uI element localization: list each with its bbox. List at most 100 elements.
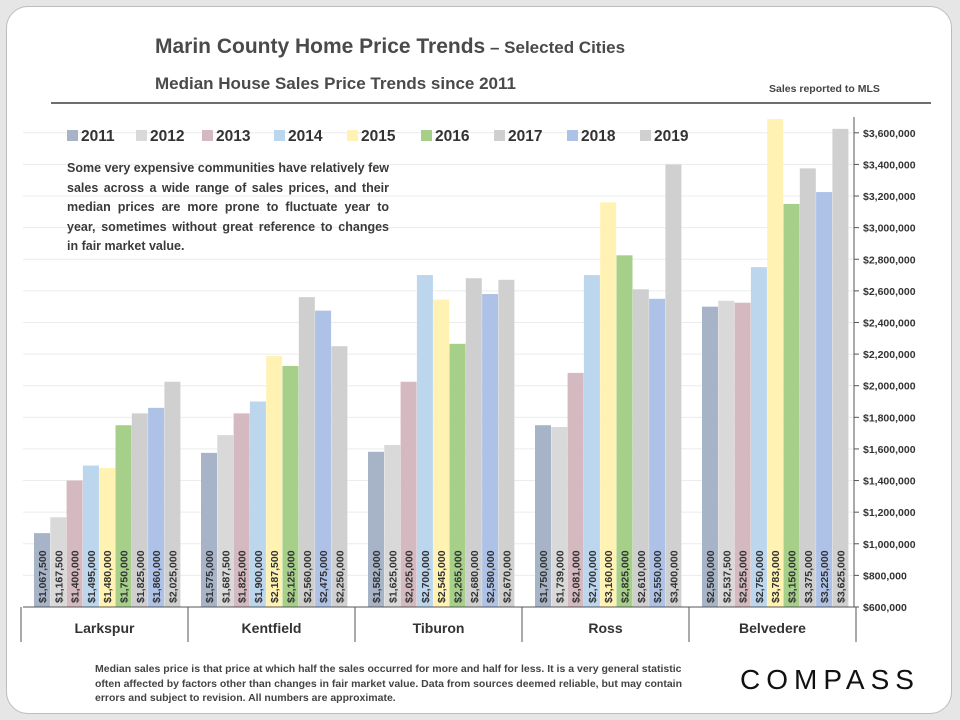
data-label: $2,025,000 [404,550,416,603]
bar [465,278,482,607]
legend-swatch [202,130,213,141]
legend-label: 2017 [508,128,542,145]
bar [535,425,551,607]
bar [583,275,600,607]
bar [66,480,83,607]
bar [282,365,299,607]
bar [600,202,617,607]
bar [164,381,181,607]
data-label: $2,550,000 [652,550,664,603]
bar [131,413,148,607]
data-label: $2,025,000 [167,550,179,603]
y-tick-label: $2,000,000 [863,381,916,393]
bar [115,425,132,607]
category-label: Tiburon [413,620,465,636]
legend-label: 2016 [435,128,470,145]
y-tick-label: $1,400,000 [863,476,916,488]
bar [498,279,515,607]
bar [298,297,315,607]
data-label: $3,783,000 [770,550,782,603]
bar [99,467,116,607]
data-label: $3,160,000 [603,550,615,603]
legend-label: 2013 [216,128,251,145]
data-label: $3,150,000 [787,550,799,603]
header-divider [51,102,931,104]
category-label: Larkspur [75,620,135,636]
bar [799,168,816,607]
bar [783,203,800,607]
bar [734,302,751,607]
data-label: $3,225,000 [819,550,831,603]
category-label: Belvedere [739,620,806,636]
footnote: Median sales price is that price at whic… [95,663,682,704]
bar [433,299,450,607]
bar [233,413,250,607]
data-label: $2,265,000 [453,550,465,603]
bar [665,164,682,607]
data-label: $2,500,000 [705,550,717,603]
chart-annotation: Some very expensive communities have rel… [67,161,389,253]
y-tick-label: $3,400,000 [863,159,916,171]
bar [416,275,433,607]
bar [551,426,568,607]
data-label: $1,480,000 [102,550,114,603]
legend-label: 2018 [581,128,616,145]
bar [767,119,784,607]
y-tick-label: $2,400,000 [863,317,916,329]
data-label: $1,739,000 [554,550,566,603]
y-tick-label: $800,000 [863,570,907,582]
data-label: $1,900,000 [253,550,265,603]
bar [632,289,649,607]
data-label: $1,687,500 [220,550,232,603]
data-label: $1,575,000 [204,550,216,603]
bar [567,372,584,607]
data-label: $2,680,000 [469,550,481,603]
bar [315,310,332,607]
legend-swatch [421,130,432,141]
data-label: $2,125,000 [286,550,298,603]
legend-swatch [274,130,285,141]
data-label: $1,825,000 [237,550,249,603]
data-label: $2,560,000 [302,550,314,603]
bar [832,128,849,607]
bar [148,407,165,607]
source-note: Sales reported to MLS [769,83,880,95]
legend-swatch [347,130,358,141]
legend-swatch [136,130,147,141]
y-tick-label: $3,600,000 [863,128,916,140]
bar [217,435,234,607]
data-label: $1,067,500 [37,550,49,603]
legend-swatch [567,130,578,141]
data-label: $1,167,500 [53,550,65,603]
title-main: Marin County Home Price Trends [155,35,486,58]
data-label: $2,545,000 [436,550,448,603]
legend-swatch [640,130,651,141]
bar [201,452,217,607]
data-label: $2,081,000 [571,550,583,603]
bar [82,465,99,607]
data-label: $2,610,000 [636,550,648,603]
data-label: $1,495,000 [86,550,98,603]
data-label: $3,375,000 [803,550,815,603]
bar [816,192,833,608]
category-label: Kentfield [242,620,302,636]
data-label: $1,625,000 [387,550,399,603]
data-label: $2,537,500 [721,550,733,603]
data-label: $3,400,000 [668,550,680,603]
data-label: $1,400,000 [70,550,82,603]
y-tick-label: $3,200,000 [863,191,916,203]
legend-label: 2011 [81,128,115,145]
data-label: $2,475,000 [318,550,330,603]
legend-label: 2019 [654,128,689,145]
y-tick-label: $1,800,000 [863,412,916,424]
bar [702,306,718,607]
bar [50,517,67,607]
bar [368,451,384,607]
data-label: $2,525,000 [738,550,750,603]
data-label: $1,825,000 [135,550,147,603]
bar-chart: $600,000 $800,000 $1,000,000 $1,200,000 $1,4… [20,117,916,642]
title-suffix: – Selected Cities [485,38,626,57]
data-label: $2,750,000 [754,550,766,603]
data-label: $2,700,000 [587,550,599,603]
compass-logo: COMPASS [740,664,920,695]
